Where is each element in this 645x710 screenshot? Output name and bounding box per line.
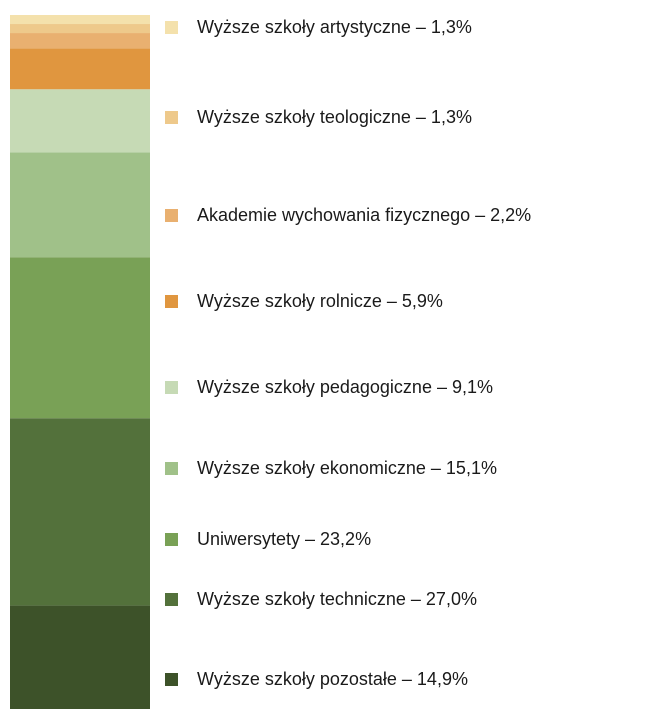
- legend-label: Wyższe szkoły ekonomiczne – 15,1%: [197, 458, 497, 478]
- legend-swatch: [165, 111, 178, 124]
- bar-segment: [10, 89, 150, 153]
- bar-segment: [10, 152, 150, 258]
- bar-segment: [10, 15, 150, 25]
- bar-segment: [10, 605, 150, 709]
- bar-segment: [10, 24, 150, 34]
- legend-swatch: [165, 381, 178, 394]
- bar-segment: [10, 48, 150, 90]
- legend-label: Wyższe szkoły artystyczne – 1,3%: [197, 17, 472, 37]
- bar-segment: [10, 257, 150, 419]
- legend-swatch: [165, 533, 178, 546]
- legend-swatch: [165, 295, 178, 308]
- legend-swatch: [165, 21, 178, 34]
- legend-label: Wyższe szkoły pozostałe – 14,9%: [197, 669, 468, 689]
- legend-label: Akademie wychowania fizycznego – 2,2%: [197, 205, 531, 225]
- legend-swatch: [165, 673, 178, 686]
- legend-label: Wyższe szkoły teologiczne – 1,3%: [197, 107, 472, 127]
- bar-segment: [10, 418, 150, 606]
- legend-swatch: [165, 209, 178, 222]
- legend-swatch: [165, 462, 178, 475]
- legend-label: Wyższe szkoły rolnicze – 5,9%: [197, 291, 443, 311]
- legend-label: Wyższe szkoły techniczne – 27,0%: [197, 589, 477, 609]
- legend-label: Uniwersytety – 23,2%: [197, 529, 371, 549]
- legend-swatch: [165, 593, 178, 606]
- legend-label: Wyższe szkoły pedagogiczne – 9,1%: [197, 377, 493, 397]
- bar-segment: [10, 33, 150, 49]
